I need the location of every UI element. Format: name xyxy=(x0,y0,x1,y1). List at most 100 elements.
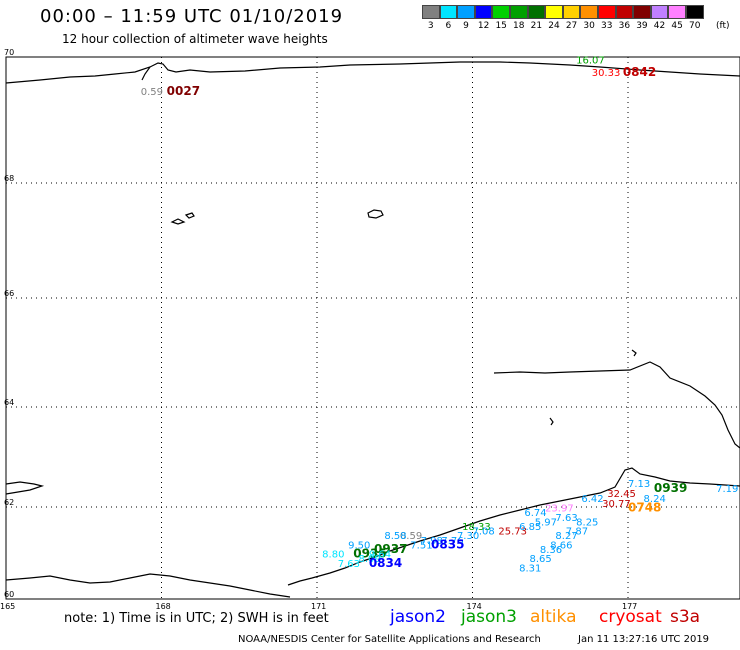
legend-item-s3a: s3a xyxy=(670,607,701,627)
wave-height-label: 18.33 xyxy=(462,522,491,533)
color-scale-swatch xyxy=(685,5,704,19)
pass-time-label: 0027 xyxy=(167,84,200,98)
wave-height-label: 7.51 xyxy=(410,540,432,551)
pass-time-label: 0835 xyxy=(431,537,464,551)
wave-height-label: 7.08 xyxy=(473,527,495,538)
color-scale-labels: 3 6 9 12 15 18 21 24 27 30 33 36 39 42 45 70 xyxy=(422,21,704,31)
wave-height-label: 7.30 xyxy=(457,531,479,542)
wave-height-label: 6.42 xyxy=(581,494,603,505)
pass-time-label: 0834 xyxy=(369,556,402,570)
color-scale-label: 39 xyxy=(636,21,648,31)
wave-height-label: 7.13 xyxy=(628,479,650,490)
color-scale-swatch xyxy=(562,5,581,19)
color-scale-swatch xyxy=(439,5,458,19)
color-scale-label: 27 xyxy=(565,21,578,31)
latitude-label: 66 xyxy=(4,289,14,298)
wave-height-label: 8.65 xyxy=(530,554,552,565)
wave-height-label: 7.87 xyxy=(566,527,588,538)
legend-item-altika: altika xyxy=(530,607,577,627)
legend-item-cryosat: cryosat xyxy=(599,607,662,627)
color-scale-swatch xyxy=(615,5,634,19)
wave-height-label: 8.36 xyxy=(540,545,562,556)
latitude-label: 62 xyxy=(4,498,14,507)
color-scale-swatch xyxy=(650,5,669,19)
credit-text: NOAA/NESDIS Center for Satellite Applica… xyxy=(238,634,541,645)
color-scale-label: 18 xyxy=(513,21,525,31)
wave-height-label: 8.24 xyxy=(644,494,666,505)
wave-height-label: 7.19 xyxy=(716,484,738,495)
color-scale-label: 3 xyxy=(427,21,434,31)
legend-item-jason3: jason3 xyxy=(461,607,517,627)
wave-height-observations: 16.0730.3308420.5900271.981.867.1309397.… xyxy=(141,55,739,574)
wave-height-label: 9.64 xyxy=(369,550,391,561)
color-scale xyxy=(422,5,704,19)
color-scale-label: 33 xyxy=(601,21,613,31)
longitude-label: 165 xyxy=(0,602,15,611)
color-scale-label: 70 xyxy=(688,21,701,31)
wave-height-label: 7.63 xyxy=(555,513,577,524)
latitude-label: 64 xyxy=(4,398,14,407)
pass-time-label: 0939 xyxy=(654,481,687,495)
color-scale-label: 24 xyxy=(548,21,560,31)
footer-note: note: 1) Time is in UTC; 2) SWH is in fe… xyxy=(64,611,329,626)
color-scale-label: 15 xyxy=(495,21,507,31)
color-scale-swatch xyxy=(509,5,528,19)
wave-height-label: 16.07 xyxy=(576,55,605,66)
pass-time-label: 0748 xyxy=(628,501,661,515)
color-scale-label: 45 xyxy=(671,21,683,31)
wave-height-label: 8.66 xyxy=(550,540,572,551)
longitude-label: 177 xyxy=(622,602,637,611)
wave-height-label: 8.31 xyxy=(519,563,541,574)
latitude-label: 70 xyxy=(4,48,14,57)
wave-height-label: 32.45 xyxy=(607,489,636,500)
wave-height-label: 6.74 xyxy=(524,508,546,519)
color-scale-swatch xyxy=(457,5,475,19)
latitude-label: 68 xyxy=(4,174,14,183)
color-scale-swatch xyxy=(668,5,686,19)
wave-height-label: 7.76 xyxy=(441,536,463,547)
color-scale-label: 30 xyxy=(583,21,595,31)
longitude-label: 171 xyxy=(311,602,326,611)
graticule: 70 68 66 64 62 60 165 168 171 174 177 xyxy=(0,48,740,611)
pass-time-label: 0937 xyxy=(374,542,407,556)
color-scale-label: 9 xyxy=(463,21,469,31)
wave-height-label: 7.98 xyxy=(421,536,443,547)
color-scale-swatch xyxy=(580,5,598,19)
page-subtitle: 12 hour collection of altimeter wave hei… xyxy=(62,32,328,46)
wave-height-label: 8.25 xyxy=(576,517,598,528)
color-scale-label: 42 xyxy=(653,21,666,31)
color-scale-unit: (ft) xyxy=(716,21,730,31)
color-scale-label: 21 xyxy=(530,21,543,31)
color-scale-swatch xyxy=(597,5,616,19)
wave-height-label: 8.58 xyxy=(384,531,406,542)
timestamp-text: Jan 11 13:27:16 UTC 2019 xyxy=(578,634,710,645)
wave-height-label: 30.33 xyxy=(592,68,621,79)
color-scale-swatch xyxy=(545,5,563,19)
color-scale-swatch xyxy=(422,5,440,19)
color-scale-swatch xyxy=(527,5,546,19)
wave-height-label: 0.59 xyxy=(141,87,163,98)
wave-height-label: 8.80 xyxy=(322,550,344,561)
legend-item-jason2: jason2 xyxy=(390,607,446,627)
color-scale-swatch xyxy=(492,5,510,19)
color-scale-swatch xyxy=(633,5,651,19)
longitude-label: 168 xyxy=(156,602,171,611)
color-scale-label: 6 xyxy=(445,21,452,31)
color-scale-swatch xyxy=(474,5,493,19)
color-scale-label: 36 xyxy=(618,21,631,31)
wave-height-label: 7.63 xyxy=(338,559,360,570)
color-scale-label: 12 xyxy=(477,21,490,31)
wave-height-label: 23.97 xyxy=(545,504,574,515)
latitude-label: 60 xyxy=(4,590,14,599)
wave-height-label: 8.27 xyxy=(555,531,577,542)
wave-height-label: 8.09 xyxy=(358,554,380,565)
page-title: 00:00 – 11:59 UTC 01/10/2019 xyxy=(40,6,344,27)
wave-height-label: 25.73 xyxy=(498,527,527,538)
pass-time-label: 0935 xyxy=(353,547,386,561)
wave-height-label: 30.77 xyxy=(602,499,631,510)
wave-height-label: 0.59 xyxy=(400,531,422,542)
pass-time-label: 0842 xyxy=(623,65,656,79)
coastline xyxy=(5,61,740,598)
wave-height-label: 6.85 xyxy=(519,522,541,533)
